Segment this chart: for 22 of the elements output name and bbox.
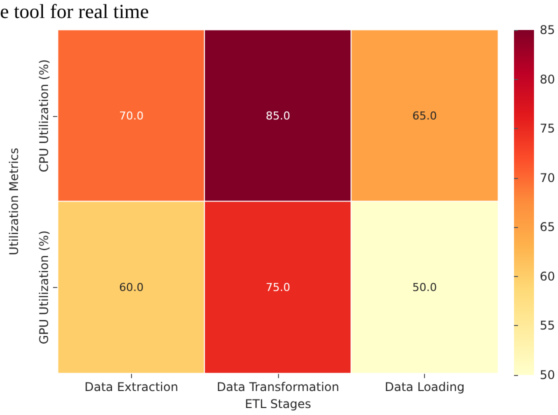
x-tick-label: Data Transformation [216, 380, 340, 394]
color-bar-label: 85 [540, 23, 556, 37]
x-tick-label: Data Extraction [84, 380, 178, 394]
x-tick-label: Data Loading [384, 380, 465, 394]
color-bar-label: 70 [540, 170, 556, 185]
y-axis-title: Utilization Metrics [7, 148, 21, 256]
data-label: 60.0 [119, 280, 144, 294]
color-bar-label: 55 [540, 318, 556, 333]
color-bar-label: 65 [540, 220, 556, 234]
data-label: 70.0 [119, 109, 144, 122]
text: e tool for real time [0, 1, 149, 23]
data-label: 85.0 [266, 109, 290, 122]
data-label: 50.0 [412, 280, 437, 294]
color-bar-label: 80 [540, 72, 556, 86]
x-axis-title: ETL Stages [244, 397, 312, 411]
color-bar-label: 50 [540, 368, 556, 382]
data-label: 65.0 [412, 109, 437, 122]
y-tick-label: CPU Utilization (%) [37, 59, 51, 172]
color-bar-label: 60 [540, 269, 556, 284]
data-label: 75.0 [266, 280, 290, 294]
color-bar-label: 75 [540, 122, 556, 136]
y-tick-label: GPU Utilization (%) [37, 230, 51, 344]
